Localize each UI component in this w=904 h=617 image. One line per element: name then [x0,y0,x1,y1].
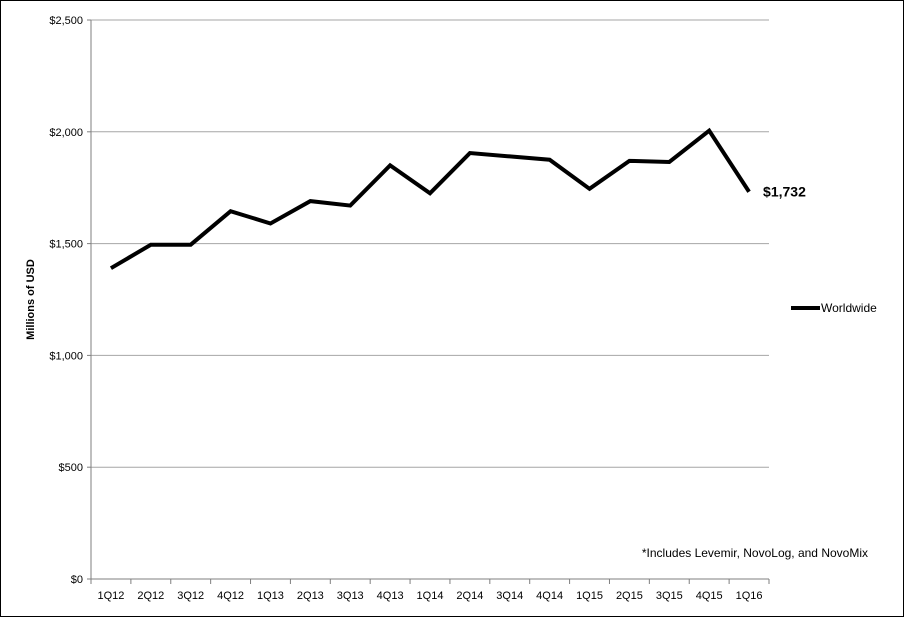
x-tick-label: 2Q14 [456,590,483,602]
y-tick-label: $0 [71,574,83,586]
x-tick-label: 1Q15 [576,590,603,602]
x-tick-label: 4Q15 [696,590,723,602]
x-tick-label: 4Q14 [536,590,563,602]
y-tick-label: $1,500 [49,239,83,251]
y-tick-label: $2,000 [49,127,83,139]
y-tick-label: $1,000 [49,350,83,362]
x-tick-label: 4Q12 [217,590,244,602]
gridlines [87,19,769,580]
x-tick-label: 3Q12 [177,590,204,602]
last-value-callout: $1,732 [763,184,806,200]
x-tick-label: 3Q15 [656,590,683,602]
y-tick-label: $2,500 [49,15,83,27]
legend-label-worldwide: Worldwide [821,301,877,315]
y-axis-label: Millions of USD [25,259,37,340]
x-tick-label: 3Q13 [337,590,364,602]
x-tick-labels: 1Q12 2Q12 3Q12 4Q12 1Q13 2Q13 3Q13 4Q13 1Q14 2Q14… [90,579,770,602]
x-tick-label: 1Q14 [417,590,444,602]
axes [90,20,769,580]
series-worldwide [109,127,751,270]
legend: Worldwide [791,301,877,315]
footnote: *Includes Levemir, NovoLog, and NovoMix [642,546,868,560]
x-tick-label: 1Q16 [736,590,763,602]
x-tick-label: 3Q14 [496,590,523,602]
x-tick-label: 1Q13 [257,590,284,602]
y-tick-label: $500 [59,462,83,474]
x-tick-label: 2Q12 [137,590,164,602]
series-line-worldwide [109,127,751,270]
x-tick-label: 1Q12 [97,590,124,602]
x-tick-label: 2Q13 [297,590,324,602]
y-tick-labels: $0 $500 $1,000 $1,500 $2,000 $2,500 [49,15,83,586]
x-tick-label: 4Q13 [377,590,404,602]
x-tick-label: 2Q15 [616,590,643,602]
